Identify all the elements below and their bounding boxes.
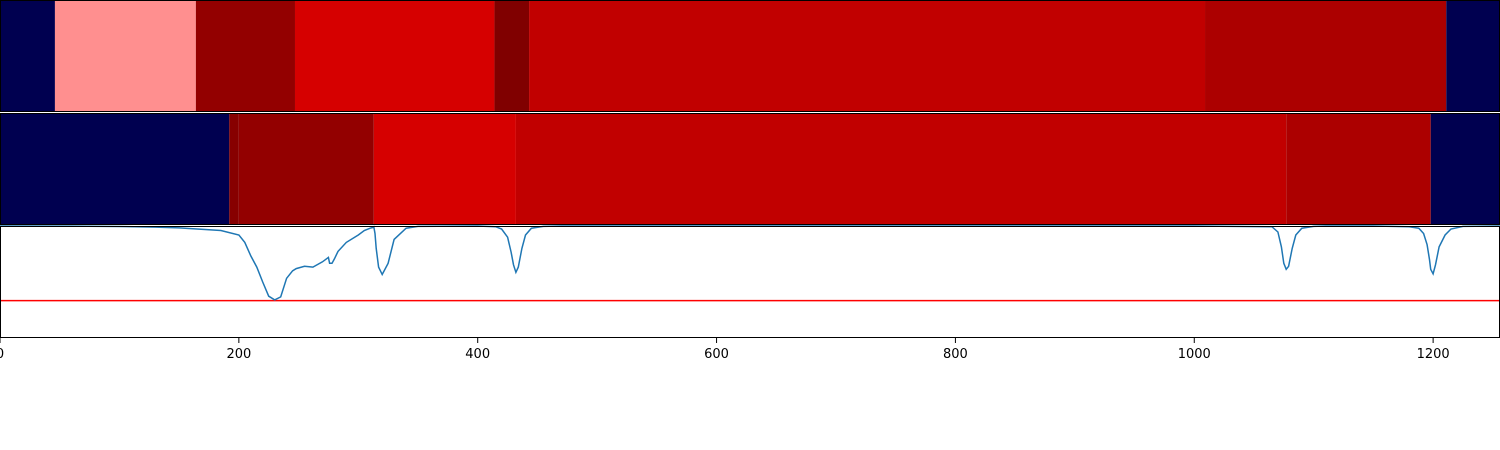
signal-series-line bbox=[0, 225, 1500, 301]
heatmap-segment-1-3 bbox=[373, 113, 516, 225]
x-tick-label-1000: 1000 bbox=[1178, 347, 1211, 362]
heatmap-segment-1-6 bbox=[1430, 113, 1500, 225]
heatmap-segment-1-5 bbox=[1286, 113, 1431, 225]
x-tick-label-800: 800 bbox=[943, 347, 968, 362]
heatmap-segment-1-2 bbox=[238, 113, 374, 225]
x-tick-label-200: 200 bbox=[226, 347, 251, 362]
heatmap-segment-1-1 bbox=[229, 113, 239, 225]
heatmap-segment-1-4 bbox=[515, 113, 1287, 225]
x-tick-label-600: 600 bbox=[704, 347, 729, 362]
heatmap-segment-0-2 bbox=[195, 0, 295, 112]
heatmap-segment-0-5 bbox=[529, 0, 1206, 112]
heatmap-strip-middle bbox=[0, 113, 1500, 225]
heatmap-segment-0-4 bbox=[494, 0, 530, 112]
heatmap-strip-top bbox=[0, 0, 1500, 112]
line-plot-panel bbox=[0, 225, 1500, 302]
line-plot-frame bbox=[0, 226, 1500, 338]
heatmap-segment-0-3 bbox=[294, 0, 495, 112]
heatmap-segment-0-0 bbox=[0, 0, 55, 112]
heatmap-segment-0-7 bbox=[1446, 0, 1500, 112]
x-tick-label-1200: 1200 bbox=[1417, 347, 1450, 362]
heatmap-segment-1-0 bbox=[0, 113, 230, 225]
x-tick-label-400: 400 bbox=[465, 347, 490, 362]
heatmap-segment-0-6 bbox=[1205, 0, 1447, 112]
x-axis: 0 200 400 600 800 1000 1200 bbox=[0, 338, 1450, 362]
x-tick-label-0: 0 bbox=[0, 347, 4, 362]
heatmap-segment-0-1 bbox=[54, 0, 196, 112]
